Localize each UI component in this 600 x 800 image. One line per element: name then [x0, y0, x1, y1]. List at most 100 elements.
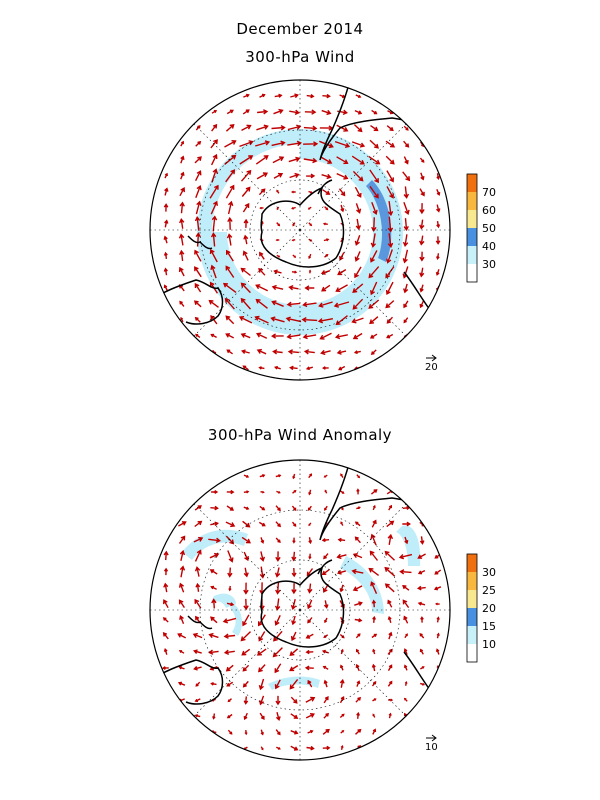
wind-vector — [241, 648, 251, 656]
wind-vector — [387, 233, 394, 249]
wind-vector — [208, 537, 221, 544]
wind-vector — [372, 698, 377, 702]
wind-vector — [371, 109, 378, 115]
wind-vector — [336, 124, 349, 132]
wind-vector — [164, 187, 169, 196]
wind-vector — [193, 666, 202, 671]
wind-vector — [317, 318, 334, 324]
wind-vector — [242, 614, 250, 627]
wind-vector — [352, 170, 364, 182]
wind-vector — [355, 728, 362, 735]
colorbar-label: 10 — [482, 638, 496, 651]
wind-vector — [223, 633, 236, 639]
wind-vector — [372, 615, 377, 623]
wind-vector — [386, 333, 394, 339]
wind-vector — [404, 633, 408, 639]
wind-vector — [271, 300, 284, 307]
wind-vector — [275, 695, 281, 706]
wind-vector — [194, 520, 203, 528]
wind-vector — [384, 550, 395, 561]
wind-vector — [225, 265, 235, 278]
wind-vector — [351, 141, 366, 148]
wind-vector — [226, 489, 235, 495]
wind-panel-title: 300-hPa Wind — [245, 48, 355, 66]
wind-vector — [290, 745, 299, 751]
wind-vector — [307, 206, 312, 210]
wind-vector — [354, 266, 362, 279]
wind-vector — [287, 140, 302, 147]
wind-vector — [224, 140, 237, 148]
wind-vector — [369, 316, 379, 325]
wind-vector — [178, 521, 187, 527]
wind-vector — [370, 281, 378, 296]
wind-vector — [351, 317, 364, 324]
wind-vector — [179, 201, 185, 214]
wind-vector — [209, 569, 218, 575]
wind-vector — [355, 633, 361, 639]
wind-vector — [210, 333, 217, 339]
wind-vector — [292, 473, 296, 480]
wind-vector — [226, 249, 234, 262]
wind-vector — [240, 332, 251, 339]
wind-vector — [243, 490, 250, 494]
wind-vector — [178, 535, 186, 544]
wind-vector — [258, 664, 266, 673]
wind-vector — [286, 301, 301, 308]
wind-vector — [321, 173, 332, 180]
wind-vector — [323, 695, 329, 704]
wind-vector — [163, 599, 169, 609]
wind-vector — [340, 521, 344, 526]
wind-vector — [260, 537, 265, 544]
wind-vector — [259, 566, 266, 579]
wind-vector — [210, 616, 218, 624]
coastlines — [151, 80, 431, 325]
wind-vector — [419, 284, 424, 293]
wind-vector — [290, 730, 299, 735]
wind-vector — [308, 222, 313, 227]
wind-vector — [178, 650, 185, 654]
wind-vector — [227, 550, 234, 563]
wind-vector — [306, 173, 316, 179]
wind-vector — [320, 269, 331, 275]
wind-vector — [370, 125, 379, 132]
wind-vector — [370, 489, 378, 495]
wind-vector — [321, 649, 330, 654]
wind-vector — [321, 538, 330, 543]
wind-vector — [372, 648, 376, 655]
wind-vector — [340, 490, 345, 494]
wind-vector — [291, 206, 296, 210]
wind-vector — [336, 553, 347, 560]
wind-vector — [241, 124, 252, 132]
wind-vector — [436, 173, 441, 180]
wind-vector — [195, 333, 201, 338]
wind-vector — [243, 551, 249, 562]
wind-vector — [273, 269, 282, 274]
wind-vector — [243, 93, 250, 98]
wind-vector — [308, 522, 312, 527]
anomaly-shading — [182, 525, 421, 690]
wind-vector — [435, 253, 440, 260]
wind-vector — [305, 713, 315, 719]
wind-vector — [356, 474, 361, 479]
wind-vector — [163, 550, 169, 561]
wind-vector — [208, 649, 219, 655]
wind-vector — [339, 678, 345, 688]
wind-vector — [292, 489, 297, 494]
wind-vector — [256, 124, 269, 131]
wind-vector — [274, 93, 283, 98]
wind-vector — [290, 599, 297, 611]
wind-vector — [271, 140, 286, 147]
wind-vector — [339, 713, 345, 719]
wind-vector — [162, 617, 169, 623]
wind-vector — [243, 696, 249, 705]
wind-vector — [291, 615, 297, 626]
wind-vector — [194, 316, 201, 323]
wind-vector — [194, 566, 201, 577]
wind-vector — [177, 681, 186, 686]
wind-vector — [211, 598, 217, 609]
wind-vector — [372, 728, 377, 735]
wind-vector — [240, 169, 252, 182]
wind-vector — [210, 585, 217, 590]
wind-vector — [288, 156, 301, 163]
